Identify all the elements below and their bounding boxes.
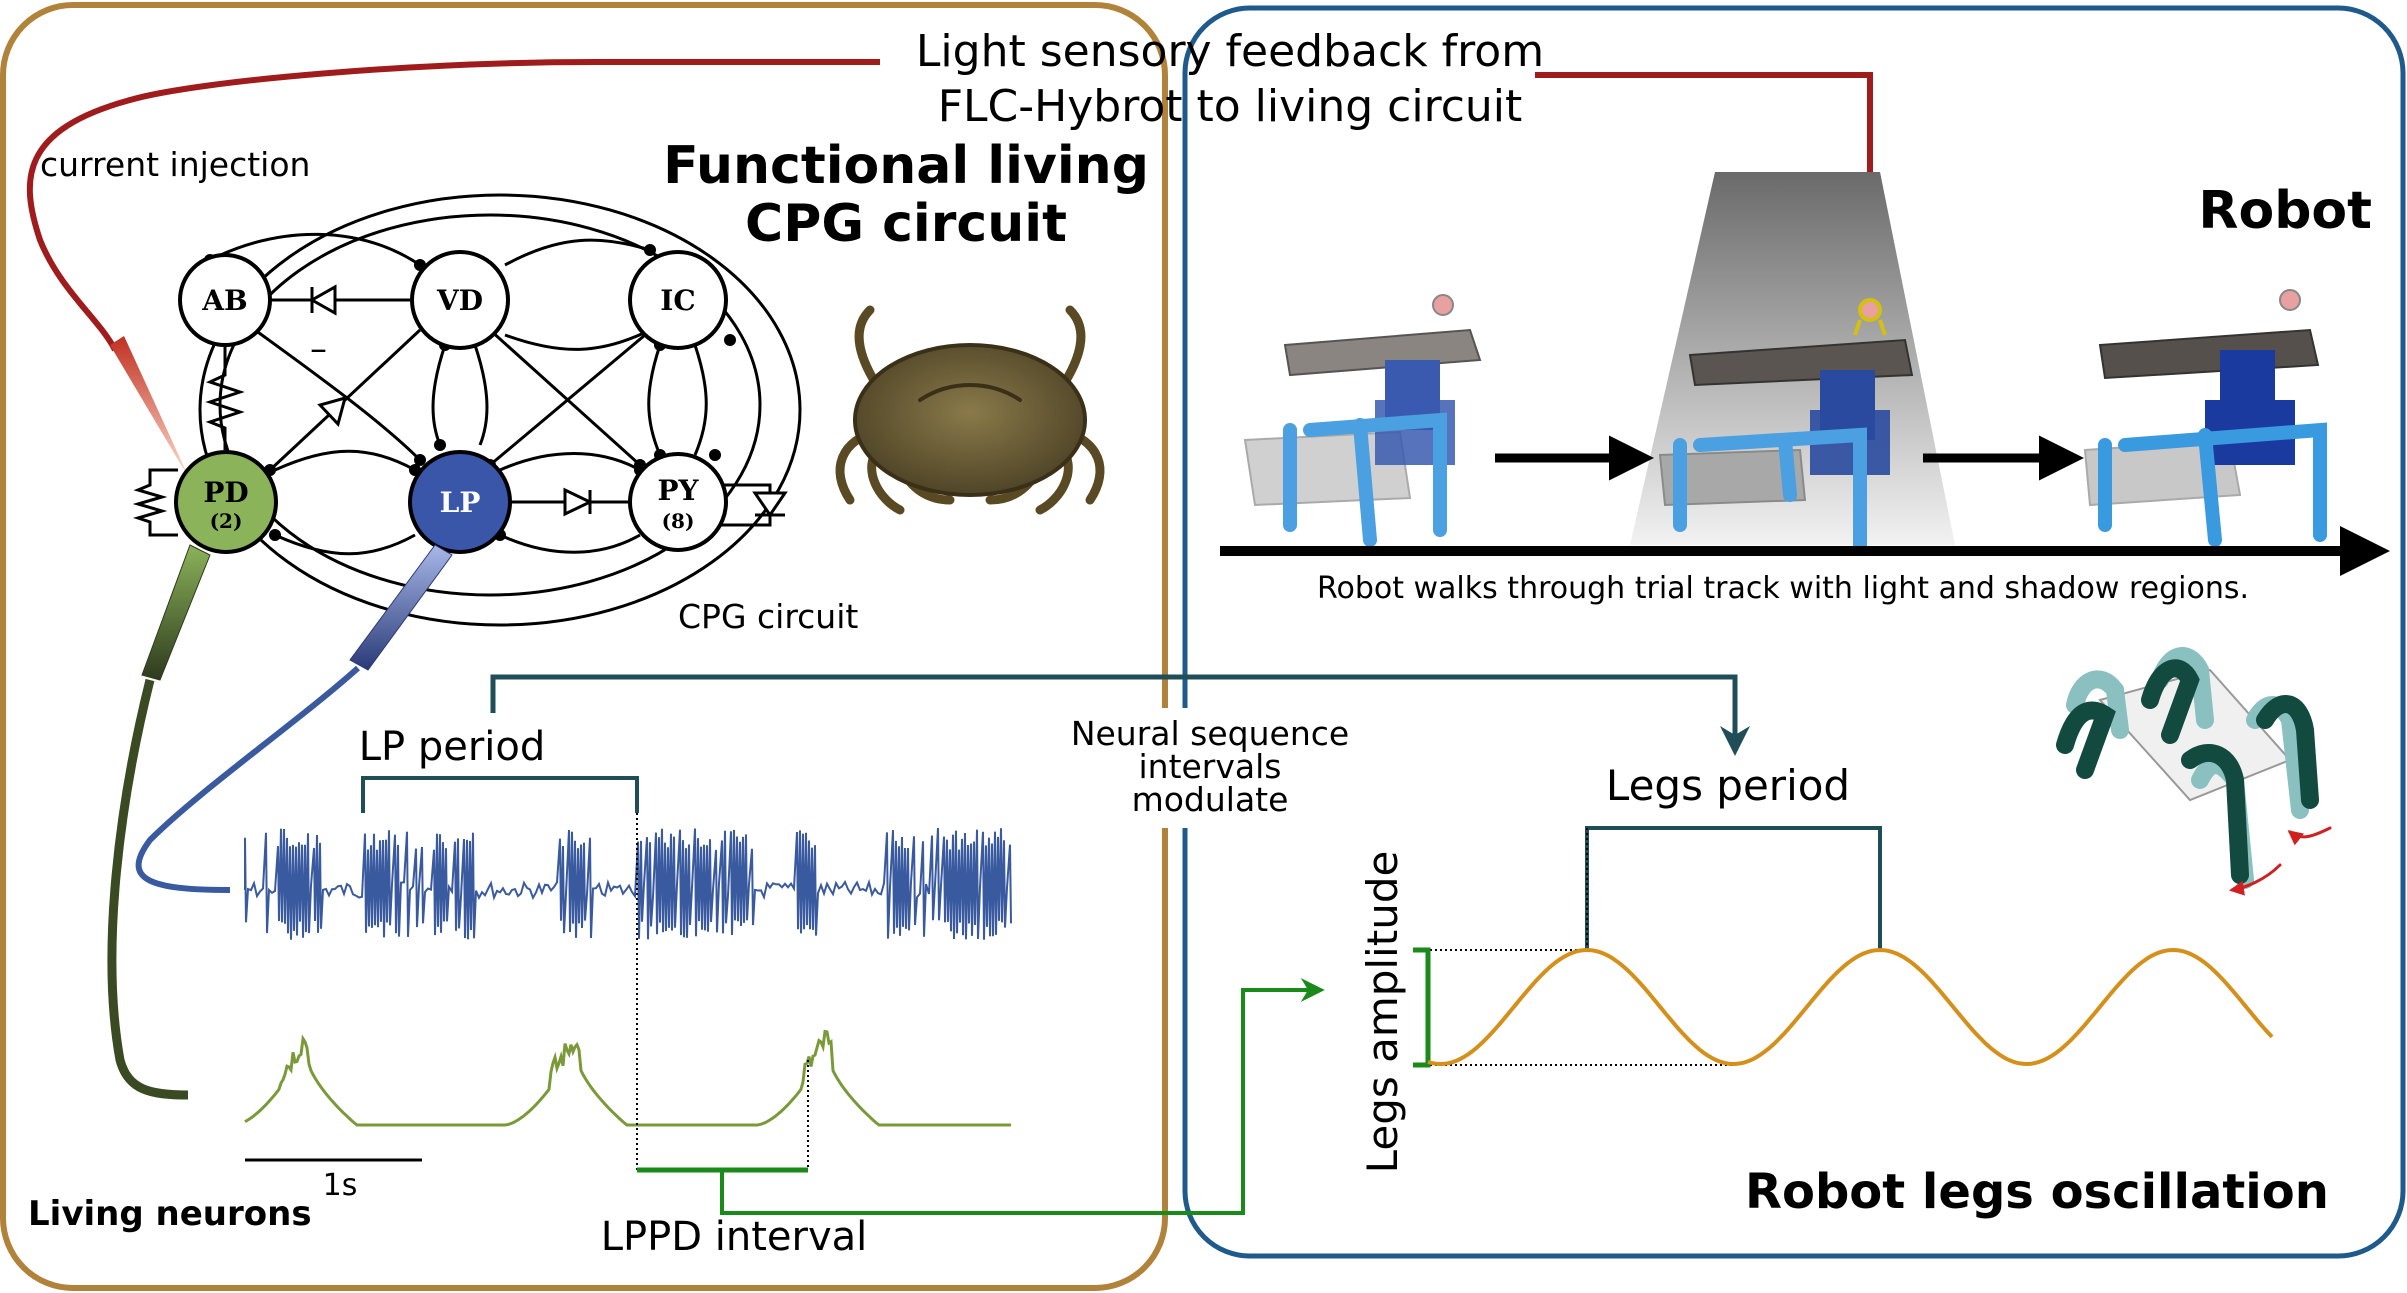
feedback-title-line1: Light sensory feedback from [916, 26, 1544, 77]
synapse-vd-ic-bottom [504, 328, 651, 351]
lp-trace [244, 827, 1012, 940]
cpg-circuit-label: CPG circuit [678, 597, 858, 636]
feedback-title-line2: FLC-Hybrot to living circuit [938, 81, 1523, 132]
synapse-pd-lp-bottom [274, 533, 416, 556]
pd-lead [107, 678, 189, 1100]
synapse-ic-py-a [647, 344, 662, 456]
rectifier-vd-ab [308, 284, 337, 316]
neuron-vd: VD [410, 250, 510, 350]
neuron-pd: PD (2) [174, 450, 278, 554]
robot-panel [1182, 5, 2406, 1259]
robot-legs-icon [2056, 647, 2332, 896]
lp-period-bracket [361, 776, 639, 813]
synapse-lp-py-top [499, 452, 641, 472]
svg-text:VD: VD [436, 284, 483, 317]
robot-title: Robot [2198, 181, 2372, 241]
svg-text:IC: IC [660, 284, 695, 317]
living-circuit-panel [0, 2, 1168, 1291]
synapse-vd-lp-a [431, 344, 447, 446]
current-injection-label: current injection [40, 145, 310, 184]
modulate-label-line3: modulate [1132, 780, 1289, 819]
injection-electrode [110, 336, 190, 480]
synapse-vd-py [488, 328, 642, 467]
legs-period-label: Legs period [1606, 761, 1850, 810]
neuron-py: PY (8) [628, 452, 728, 552]
svg-text:PY: PY [657, 474, 699, 507]
svg-text:LP: LP [440, 486, 481, 519]
pd-trace [244, 1029, 1011, 1127]
modulate-label-line1: Neural sequence [1071, 714, 1349, 753]
inhibitory-mark: – [310, 329, 327, 369]
feedback-wire [26, 59, 880, 352]
legs-amplitude-bracket [1413, 947, 1431, 1068]
robot-walk-caption: Robot walks through trial track with lig… [1317, 571, 2249, 606]
svg-text:PD: PD [203, 476, 248, 509]
robot-left [1243, 294, 1482, 547]
robot-middle [1658, 298, 1914, 552]
svg-text:(2): (2) [210, 509, 243, 533]
svg-text:AB: AB [201, 284, 247, 317]
legs-period-bracket [1585, 826, 1882, 950]
synapse-lp-py-bottom [499, 533, 641, 554]
synapse-vd-ic-top [504, 238, 651, 267]
synapse-ab-vd-arc [209, 232, 421, 267]
gap-junction-ab-pd [205, 340, 245, 450]
living-neurons-label: Living neurons [28, 1194, 312, 1234]
legs-oscillation-wave [1427, 947, 2274, 1067]
neuron-ab: AB [178, 253, 272, 347]
gap-junction-pd-self [132, 468, 178, 537]
synapse-ic-py-b [693, 344, 708, 456]
crab-icon [835, 305, 1105, 515]
robot-right [2083, 289, 2327, 547]
living-title-line1: Functional living [663, 136, 1149, 196]
rectifier-lp-py [563, 487, 594, 517]
lp-period-label: LP period [359, 724, 546, 770]
pd-electrode [141, 544, 211, 681]
neuron-lp: LP [408, 450, 512, 554]
synapse-vd-lp-b [473, 344, 489, 446]
svg-text:(8): (8) [662, 509, 695, 533]
modulate-label-line2: intervals [1138, 747, 1281, 786]
living-title-line2: CPG circuit [745, 194, 1067, 254]
lp-electrode [349, 544, 453, 671]
lp-lead [135, 665, 361, 893]
synapse-pd-lp-top [274, 449, 416, 472]
circuit-loop-outer [198, 193, 802, 627]
rectifier-py-self [752, 491, 788, 518]
neuron-ic: IC [628, 250, 728, 350]
lppd-interval-label: LPPD interval [601, 1214, 868, 1260]
synapse-ic-lp [489, 333, 646, 467]
legs-oscillation-title: Robot legs oscillation [1745, 1164, 2329, 1220]
rectifier-vd-pd [317, 395, 348, 427]
synapse-ab-lp [254, 328, 422, 462]
scale-label: 1s [323, 1168, 358, 1203]
lppd-to-amplitude-arrow [720, 978, 1325, 1215]
modulate-label-bg [1050, 708, 1370, 828]
legs-amplitude-label: Legs amplitude [1358, 851, 1407, 1174]
cpg-circuit [132, 193, 802, 627]
modulation-arrow [490, 674, 1750, 756]
